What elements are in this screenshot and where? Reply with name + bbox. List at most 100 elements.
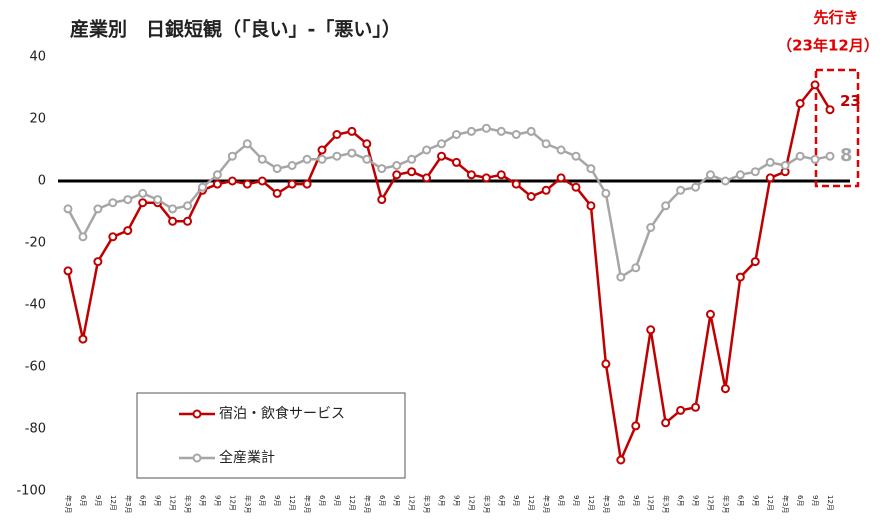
data-point <box>123 226 133 236</box>
x-tick-label: 12月 <box>169 495 177 511</box>
data-point <box>332 130 342 139</box>
data-point <box>437 139 447 149</box>
data-point <box>646 223 656 232</box>
data-point <box>705 170 715 180</box>
data-point <box>227 176 237 186</box>
data-point <box>750 257 760 267</box>
x-tick-label: 年3月 <box>124 495 133 513</box>
data-point <box>63 266 73 276</box>
data-point <box>586 164 596 174</box>
x-tick-label: 年3月 <box>303 495 312 513</box>
data-point <box>377 195 387 205</box>
data-point <box>168 216 178 226</box>
data-point <box>571 182 581 192</box>
y-tick-label: 20 <box>29 112 46 127</box>
series-line <box>66 82 832 465</box>
x-tick-label: 年3月 <box>363 495 372 513</box>
x-tick-label: 6月 <box>139 495 147 506</box>
x-tick-label: 6月 <box>438 495 446 506</box>
data-point <box>212 170 222 180</box>
data-point <box>257 154 267 164</box>
data-label: 8 <box>840 145 853 166</box>
x-tick-label: 6月 <box>378 495 386 506</box>
x-tick-label: 6月 <box>736 495 744 506</box>
x-tick-label: 6月 <box>79 495 87 506</box>
data-point <box>362 154 372 164</box>
data-point <box>691 182 701 192</box>
data-point <box>705 309 715 319</box>
x-tick-label: 12月 <box>228 495 236 511</box>
data-point <box>197 182 207 192</box>
data-point <box>631 421 641 431</box>
data-point <box>407 167 417 177</box>
x-tick-label: 6月 <box>318 495 326 506</box>
data-point <box>93 204 103 214</box>
data-point <box>227 151 237 161</box>
data-point <box>765 173 775 183</box>
x-tick-label: 9月 <box>333 495 341 506</box>
y-tick-label: -80 <box>25 422 46 437</box>
data-point <box>317 145 327 155</box>
data-point <box>691 402 701 412</box>
x-tick-label: 年3月 <box>662 495 671 513</box>
data-point <box>422 173 432 183</box>
data-point <box>153 195 163 205</box>
y-tick-label: -20 <box>25 236 46 251</box>
x-tick-label: 6月 <box>497 495 505 506</box>
data-point <box>242 139 252 149</box>
data-point <box>183 216 193 226</box>
x-tick-label: 12月 <box>527 495 535 511</box>
x-tick-label: 12月 <box>467 495 475 511</box>
legend-label: 全産業計 <box>219 449 275 466</box>
data-point <box>661 201 671 211</box>
data-point <box>825 105 835 115</box>
x-tick-label: 6月 <box>198 495 206 506</box>
data-point <box>795 151 805 161</box>
legend-marker <box>192 453 202 463</box>
data-point <box>138 188 148 198</box>
data-point <box>168 204 178 214</box>
data-point <box>347 126 357 136</box>
x-tick-label: 年3月 <box>482 495 491 513</box>
data-point <box>272 164 282 174</box>
data-point <box>735 170 745 180</box>
data-point <box>407 154 417 164</box>
x-tick-label: 年3月 <box>781 495 790 513</box>
x-tick-label: 年3月 <box>423 495 432 513</box>
data-point <box>481 123 491 133</box>
chart-title: 産業別 日銀短観（「良い」-「悪い」） <box>70 18 401 41</box>
data-point <box>810 80 820 90</box>
data-point <box>362 139 372 149</box>
data-point <box>466 170 476 180</box>
x-tick-label: 12月 <box>826 495 834 511</box>
data-point <box>332 151 342 161</box>
x-tick-label: 年3月 <box>243 495 252 513</box>
data-point <box>242 179 252 189</box>
x-tick-label: 9月 <box>94 495 102 506</box>
x-tick-label: 9月 <box>452 495 460 506</box>
data-point <box>810 154 820 164</box>
data-point <box>795 99 805 108</box>
data-point <box>661 418 671 428</box>
y-tick-label: -60 <box>25 360 46 375</box>
x-tick-label: 9月 <box>154 495 162 506</box>
data-point <box>526 126 536 136</box>
x-tick-label: 年3月 <box>721 495 730 513</box>
data-point <box>496 170 506 180</box>
data-point <box>556 145 566 155</box>
x-tick-label: 9月 <box>273 495 281 506</box>
data-point <box>108 198 118 208</box>
data-point <box>765 157 775 167</box>
x-tick-label: 年3月 <box>64 495 73 513</box>
data-point <box>78 232 88 242</box>
x-tick-label: 12月 <box>408 495 416 511</box>
x-tick-label: 9月 <box>811 495 819 506</box>
data-point <box>676 405 686 415</box>
data-point <box>392 161 402 170</box>
data-point <box>541 185 551 195</box>
data-point <box>616 272 626 282</box>
x-tick-label: 12月 <box>647 495 655 511</box>
data-point <box>272 188 282 198</box>
x-tick-label: 9月 <box>692 495 700 506</box>
